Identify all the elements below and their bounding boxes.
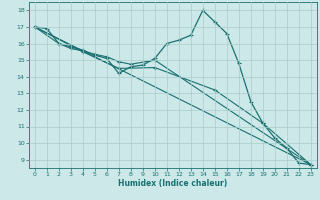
X-axis label: Humidex (Indice chaleur): Humidex (Indice chaleur): [118, 179, 228, 188]
